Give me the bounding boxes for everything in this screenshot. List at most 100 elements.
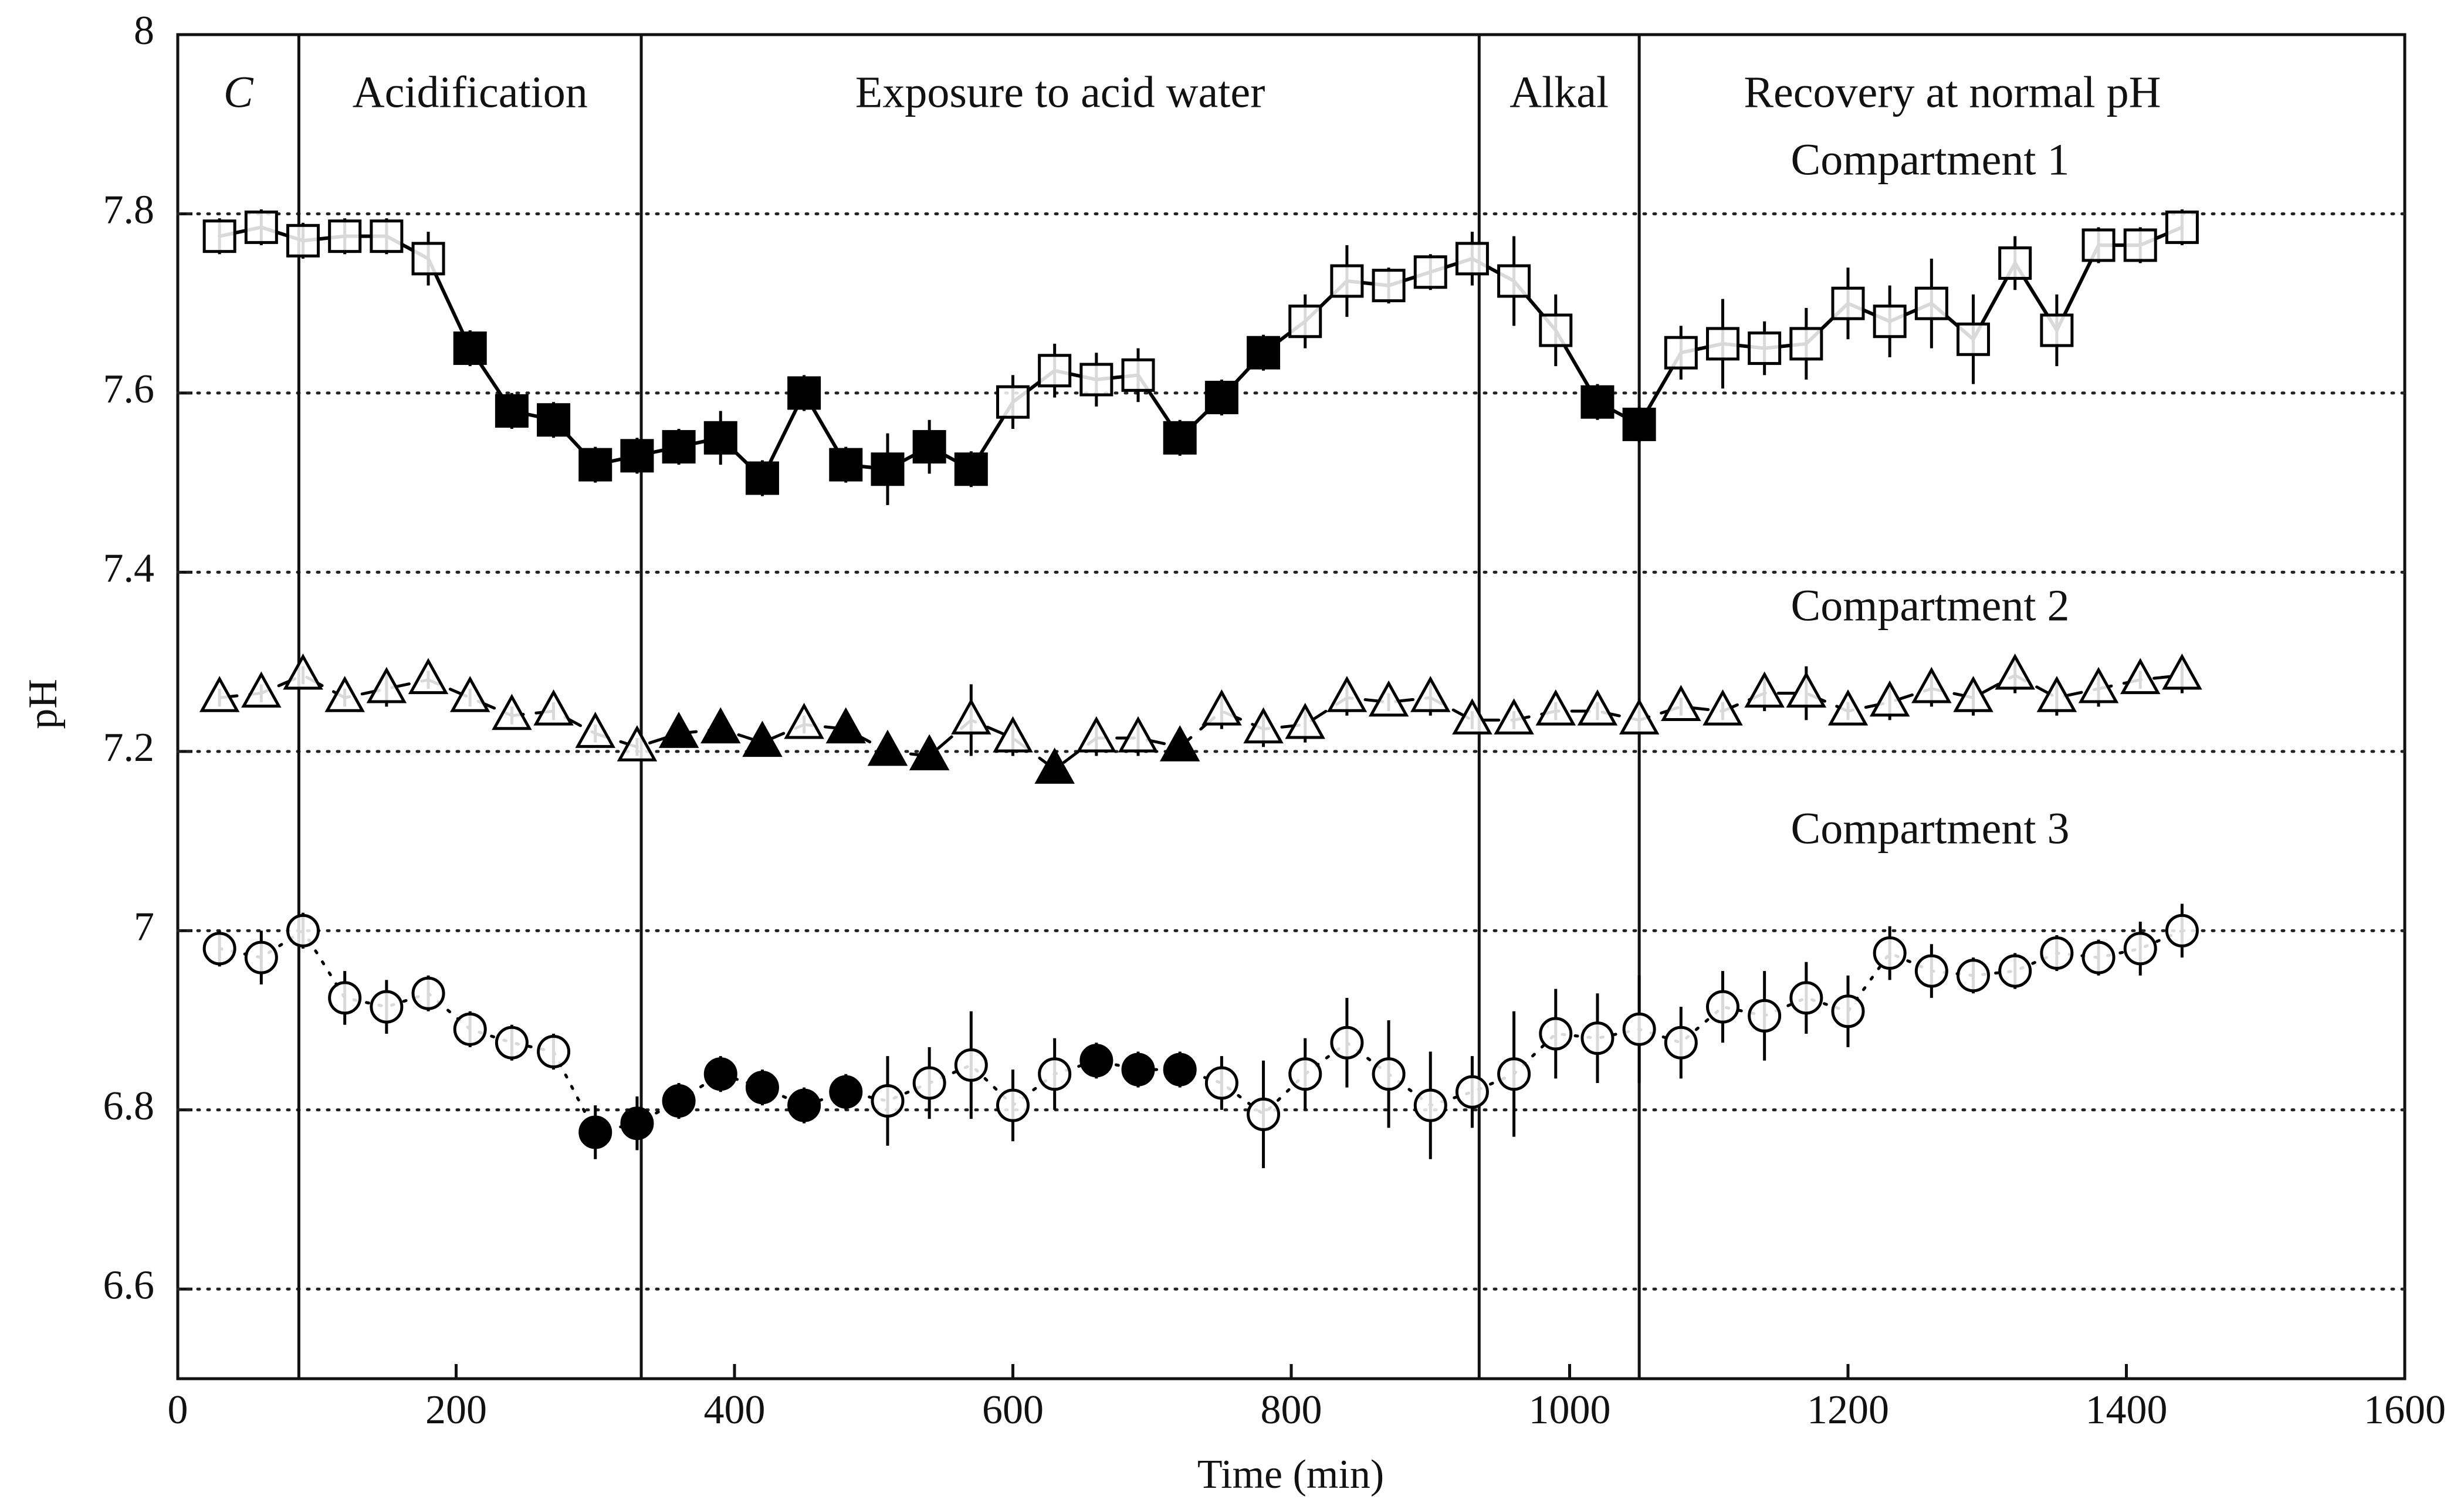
x-tick-label: 600 <box>982 1387 1044 1433</box>
marker <box>620 439 654 473</box>
marker <box>575 712 615 748</box>
x-tick-label: 1200 <box>1807 1387 1889 1433</box>
marker <box>993 716 1033 753</box>
marker <box>202 932 236 966</box>
marker <box>537 1035 571 1069</box>
marker <box>2165 210 2199 244</box>
marker <box>1288 1057 1322 1091</box>
marker <box>1326 676 1368 712</box>
marker <box>1076 716 1117 753</box>
marker <box>996 1088 1030 1122</box>
marker <box>1413 1088 1447 1122</box>
marker <box>1330 264 1364 298</box>
series-line <box>218 225 2184 482</box>
marker <box>1121 1052 1155 1087</box>
x-tick-label: 1600 <box>2364 1387 2446 1433</box>
marker <box>1873 936 1907 970</box>
marker <box>537 403 571 437</box>
marker <box>1664 1026 1698 1060</box>
marker <box>1622 1012 1656 1046</box>
x-tick-label: 800 <box>1261 1387 1322 1433</box>
y-tick-label: 6.6 <box>103 1263 155 1308</box>
marker <box>449 676 490 712</box>
phase-label: C <box>224 67 254 117</box>
marker <box>1957 959 1991 993</box>
marker <box>787 1088 821 1122</box>
marker <box>1372 269 1406 303</box>
marker <box>1661 685 1701 721</box>
marker <box>1535 689 1576 726</box>
x-tick-label: 1000 <box>1529 1387 1611 1433</box>
marker <box>1995 653 2035 690</box>
marker <box>700 707 741 744</box>
marker <box>2040 313 2074 347</box>
marker <box>742 720 783 757</box>
marker <box>241 671 282 708</box>
phase-label: Recovery at normal pH <box>1744 67 2161 117</box>
marker <box>453 331 487 365</box>
x-tick-label: 200 <box>425 1387 487 1433</box>
marker <box>1118 716 1159 753</box>
marker <box>492 693 532 730</box>
marker <box>996 385 1030 419</box>
marker <box>1786 671 1827 708</box>
marker <box>1201 689 1242 726</box>
marker <box>1372 1057 1406 1091</box>
marker <box>1204 381 1238 415</box>
y-tick-label: 7.6 <box>103 367 155 412</box>
y-axis-label: pH <box>21 679 66 729</box>
marker <box>954 452 988 486</box>
marker <box>951 698 991 735</box>
marker <box>1079 363 1113 397</box>
marker <box>1914 954 1948 988</box>
marker <box>1121 358 1155 392</box>
y-tick-label: 7.8 <box>103 188 155 233</box>
marker <box>453 1012 487 1046</box>
marker <box>1494 698 1534 735</box>
marker <box>1827 689 1869 726</box>
marker <box>2123 228 2157 262</box>
marker <box>1497 1057 1531 1091</box>
y-tick-label: 6.8 <box>103 1084 155 1129</box>
marker <box>1034 747 1075 784</box>
marker <box>1705 327 1739 361</box>
marker <box>1368 680 1409 717</box>
marker <box>2081 940 2116 974</box>
marker <box>909 734 950 770</box>
marker <box>244 210 278 244</box>
marker <box>1914 286 1948 320</box>
marker <box>283 653 323 690</box>
marker <box>1243 707 1284 744</box>
marker <box>829 1075 863 1109</box>
phase-label: Acidification <box>353 67 588 117</box>
marker <box>1413 255 1447 289</box>
marker <box>1703 689 1743 726</box>
marker <box>202 219 236 253</box>
x-tick-label: 0 <box>168 1387 188 1433</box>
marker <box>1664 336 1698 370</box>
marker <box>2165 913 2199 947</box>
x-axis-label: Time (min) <box>1197 1452 1384 1497</box>
marker <box>1744 671 1785 708</box>
series-label: Compartment 3 <box>1791 804 2070 853</box>
marker <box>1789 981 1823 1015</box>
marker <box>411 242 445 276</box>
marker <box>411 976 445 1010</box>
marker <box>199 676 240 712</box>
marker <box>578 448 612 482</box>
marker <box>2040 936 2074 970</box>
series-label: Compartment 1 <box>1791 135 2070 184</box>
marker <box>1288 304 1322 339</box>
marker <box>1998 246 2032 280</box>
marker <box>2078 666 2119 703</box>
marker <box>286 913 320 947</box>
marker <box>787 376 821 410</box>
marker <box>244 940 278 974</box>
marker <box>370 990 404 1024</box>
marker <box>578 1115 612 1149</box>
x-tick-label: 400 <box>704 1387 766 1433</box>
marker <box>1038 354 1072 388</box>
series-label: Compartment 2 <box>1791 581 2070 630</box>
marker <box>658 712 699 748</box>
